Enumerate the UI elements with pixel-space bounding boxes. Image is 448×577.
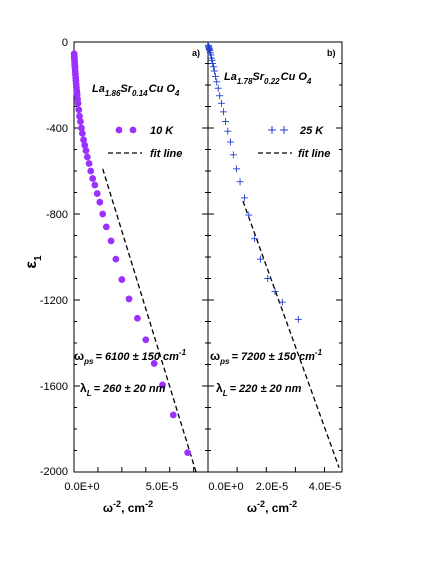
data-point bbox=[112, 255, 120, 263]
y-tick-labels: 0 -400 -800 -1200 -1600 -2000 bbox=[40, 37, 68, 478]
data-point bbox=[216, 92, 224, 100]
data-point bbox=[159, 381, 166, 389]
data-point bbox=[210, 67, 218, 75]
data-point bbox=[240, 194, 248, 202]
data-point bbox=[99, 210, 107, 218]
data-point bbox=[134, 314, 141, 322]
fit-line-a bbox=[102, 168, 197, 473]
data-point bbox=[80, 136, 87, 144]
panel-a: a) La1.86Sr0.14Cu O4 10 K fit line ωps = … bbox=[70, 41, 209, 473]
legend-label-25k: 25 K bbox=[299, 125, 324, 137]
data-point bbox=[75, 106, 83, 114]
y-axis-label-sub: 1 bbox=[33, 255, 44, 261]
data-point bbox=[256, 255, 264, 263]
data-point bbox=[82, 147, 90, 154]
data-point bbox=[81, 141, 89, 149]
panel-b-penetration-depth: λL = 220 ± 20 nm bbox=[216, 381, 302, 398]
panel-b-ticks bbox=[207, 41, 342, 473]
data-point bbox=[96, 198, 104, 206]
x-tick-label: 4.0E-5 bbox=[309, 481, 341, 493]
y-tick-label: -400 bbox=[46, 123, 68, 135]
data-point bbox=[169, 411, 177, 419]
legend-label-fit-b: fit line bbox=[298, 148, 330, 160]
legend-label-fit-a: fit line bbox=[150, 148, 182, 160]
data-point bbox=[294, 315, 302, 323]
data-point bbox=[221, 118, 229, 126]
panel-a-frame bbox=[73, 41, 209, 473]
y-tick-label: -1600 bbox=[40, 381, 68, 393]
fit-line-b bbox=[242, 200, 340, 468]
data-point bbox=[207, 51, 215, 59]
data-point bbox=[214, 84, 222, 92]
data-point bbox=[93, 190, 101, 197]
data-point bbox=[210, 63, 218, 71]
data-point bbox=[76, 112, 83, 120]
x-tick-label: 2.0E-5 bbox=[256, 481, 288, 493]
data-point bbox=[212, 72, 220, 80]
legend-marker-10k bbox=[115, 126, 123, 134]
data-point bbox=[184, 449, 192, 457]
y-tick-label: -1200 bbox=[40, 295, 68, 307]
x-tick-label: 5.0E-5 bbox=[146, 481, 178, 493]
data-point bbox=[89, 175, 97, 182]
x-axis-label-b: ω-2, cm-2 bbox=[247, 499, 297, 515]
panel-a-penetration-depth: λL = 260 ± 20 nm bbox=[80, 381, 166, 398]
y-tick-label: -800 bbox=[46, 209, 68, 221]
x-tick-label: 0.0E+0 bbox=[208, 481, 243, 493]
y-axis-label: ε1 bbox=[23, 255, 44, 269]
data-point bbox=[78, 124, 85, 132]
data-point bbox=[102, 223, 110, 231]
legend-label-10k: 10 K bbox=[150, 125, 174, 137]
data-point bbox=[78, 129, 86, 137]
data-point bbox=[245, 211, 253, 219]
panel-a-plasma-frequency: ωps = 6100 ± 150 cm-1 bbox=[74, 348, 187, 366]
panel-b: b) La1.78Sr0.22Cu O4 25 K fit line ωps = … bbox=[204, 41, 343, 473]
data-point bbox=[150, 360, 158, 367]
y-tick-label: -2000 bbox=[40, 466, 68, 478]
panel-a-label: a) bbox=[192, 48, 200, 58]
panel-a-formula: La1.86Sr0.14Cu O4 bbox=[92, 83, 180, 98]
data-point bbox=[107, 237, 115, 245]
data-point bbox=[217, 99, 225, 107]
panel-b-label: b) bbox=[327, 48, 336, 58]
data-point bbox=[233, 165, 241, 173]
panel-b-frame bbox=[207, 41, 343, 473]
data-point bbox=[213, 78, 221, 86]
data-point bbox=[91, 181, 99, 189]
y-axis-label-base: ε bbox=[23, 261, 40, 269]
data-point bbox=[219, 108, 227, 116]
panel-a-ticks bbox=[73, 41, 208, 473]
x-tick-labels: 0.0E+0 5.0E-5 0.0E+0 2.0E-5 4.0E-5 bbox=[64, 481, 341, 493]
panel-a-points bbox=[70, 50, 192, 457]
panel-b-formula: La1.78Sr0.22Cu O4 bbox=[224, 71, 312, 86]
data-point bbox=[77, 118, 84, 125]
panel-b-plasma-frequency: ωps = 7200 ± 150 cm-1 bbox=[210, 348, 323, 366]
data-point bbox=[226, 138, 234, 146]
data-point bbox=[125, 295, 133, 303]
data-point bbox=[224, 127, 232, 135]
data-point bbox=[87, 167, 95, 175]
legend-marker-10k bbox=[129, 126, 137, 134]
data-point bbox=[74, 99, 82, 107]
y-tick-label: 0 bbox=[62, 37, 68, 49]
data-point bbox=[142, 336, 150, 344]
data-point bbox=[118, 276, 126, 283]
data-point bbox=[264, 275, 272, 282]
data-point bbox=[229, 151, 237, 159]
legend-marker-25k bbox=[268, 126, 288, 134]
x-tick-label: 0.0E+0 bbox=[64, 481, 99, 493]
data-point bbox=[236, 178, 244, 186]
panel-b-points bbox=[204, 41, 302, 323]
data-point bbox=[278, 298, 286, 306]
x-axis-label-a: ω-2, cm-2 bbox=[103, 499, 153, 515]
data-point bbox=[85, 160, 93, 167]
data-point bbox=[271, 287, 279, 295]
data-point bbox=[251, 235, 259, 243]
data-point bbox=[209, 60, 217, 67]
data-point bbox=[84, 153, 91, 161]
data-point bbox=[208, 56, 216, 64]
